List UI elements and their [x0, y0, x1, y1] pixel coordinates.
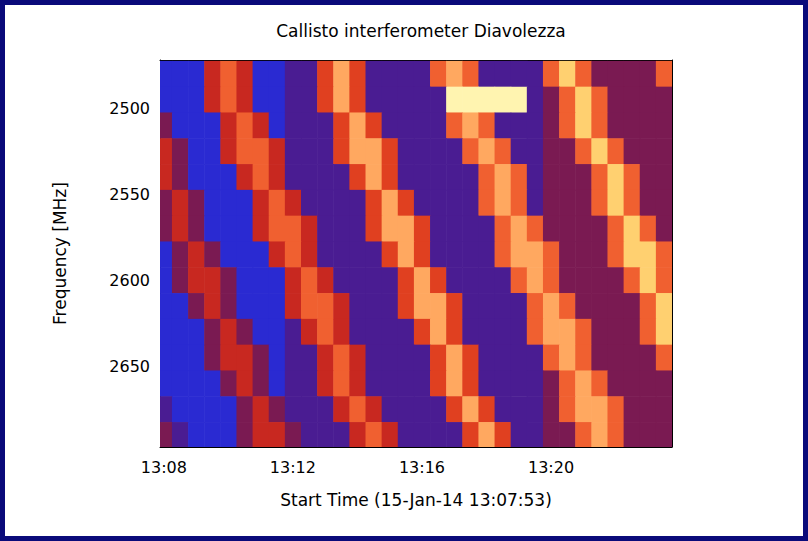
svg-text:13:16: 13:16 [399, 458, 445, 477]
svg-text:2600: 2600 [109, 271, 150, 290]
svg-text:Frequency [MHz]: Frequency [MHz] [50, 182, 70, 325]
svg-text:Callisto interferometer Diavol: Callisto interferometer Diavolezza [276, 21, 566, 41]
svg-text:13:08: 13:08 [141, 458, 187, 477]
svg-text:13:20: 13:20 [528, 458, 574, 477]
svg-text:13:12: 13:12 [270, 458, 316, 477]
svg-text:2500: 2500 [109, 99, 150, 118]
svg-text:2650: 2650 [109, 357, 150, 376]
svg-text:2550: 2550 [109, 185, 150, 204]
svg-text:Start Time (15-Jan-14 13:07:53: Start Time (15-Jan-14 13:07:53) [280, 490, 552, 510]
